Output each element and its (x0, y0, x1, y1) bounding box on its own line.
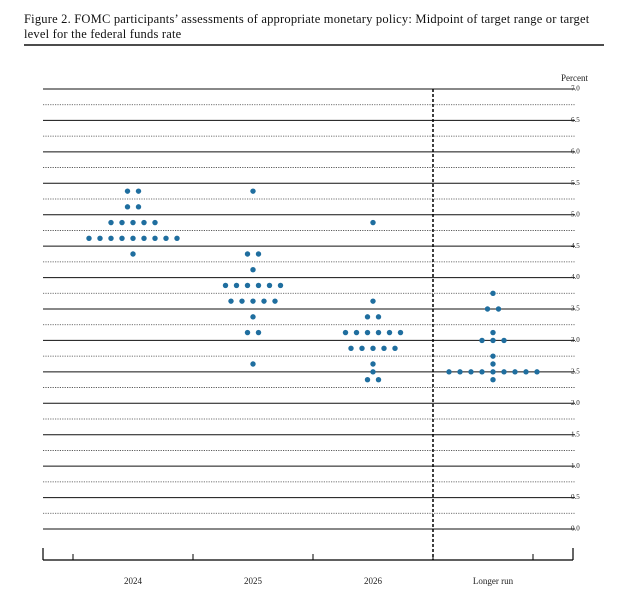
dot (86, 235, 92, 241)
y-tick-label: 7.0 (571, 85, 580, 93)
dot (348, 345, 354, 351)
y-tick-label: 3.5 (571, 305, 580, 313)
dot (534, 369, 540, 375)
dot (501, 369, 507, 375)
dot (233, 282, 240, 289)
dot (228, 298, 234, 304)
dot (124, 188, 131, 194)
dot (255, 282, 262, 289)
dot (353, 329, 360, 336)
dot (261, 298, 267, 304)
dot (250, 298, 256, 304)
y-tick-label: 1.5 (571, 430, 580, 438)
dot (130, 235, 136, 241)
dot (174, 235, 180, 241)
dot (397, 329, 404, 336)
dot (239, 298, 245, 304)
y-tick-label: 6.0 (571, 147, 580, 155)
dot (495, 306, 502, 312)
dot (108, 219, 114, 226)
dot (152, 235, 158, 241)
y-tick-label: 5.0 (571, 210, 580, 218)
dot (119, 235, 125, 241)
dot (135, 188, 142, 194)
dot (255, 329, 262, 336)
dot (468, 369, 474, 375)
dot (490, 290, 496, 296)
y-axis-label: Percent (561, 73, 588, 83)
dot (375, 314, 382, 320)
dot (135, 204, 142, 210)
dot (364, 329, 371, 336)
y-tick-label: 2.0 (571, 399, 580, 407)
dot (250, 267, 256, 273)
dot (392, 345, 398, 351)
dot (272, 298, 278, 304)
dot (255, 251, 262, 257)
dot (484, 306, 491, 312)
dot (364, 377, 371, 383)
y-tick-label: 6.5 (571, 116, 580, 124)
dot (381, 345, 387, 351)
dot (244, 282, 251, 289)
dot (266, 282, 273, 289)
dot (490, 377, 496, 383)
dot (130, 219, 136, 226)
dot (124, 204, 131, 210)
y-tick-label: 4.0 (571, 273, 580, 281)
dot (141, 235, 147, 241)
dot (370, 345, 376, 351)
dot (370, 298, 376, 304)
dot (479, 369, 485, 375)
dot (490, 361, 496, 367)
y-tick-label: 4.5 (571, 242, 580, 250)
y-tick-label: 2.5 (571, 367, 580, 375)
dot (277, 282, 284, 289)
y-tick-label: 0.0 (571, 525, 580, 533)
x-tick-label: Longer run (473, 576, 514, 586)
dot (370, 219, 376, 226)
x-tick-label: 2026 (364, 576, 383, 586)
dot (97, 235, 103, 241)
dot (250, 314, 256, 320)
dot (375, 329, 382, 336)
dot (446, 369, 452, 375)
dot (244, 329, 251, 336)
y-tick-label: 0.5 (571, 493, 580, 501)
dot (119, 219, 125, 226)
dot (479, 337, 485, 344)
dot (364, 314, 371, 320)
x-tick-label: 2025 (244, 576, 263, 586)
dot (490, 329, 496, 336)
dot (130, 251, 136, 257)
chart-title: Figure 2. FOMC participants’ assessments… (24, 12, 590, 41)
dot (490, 337, 496, 344)
dot (342, 329, 349, 336)
dot (490, 369, 496, 375)
dot (501, 337, 507, 344)
dot (375, 377, 382, 383)
dot (250, 361, 256, 367)
dot (386, 329, 393, 336)
dot (141, 219, 147, 226)
dot (370, 369, 376, 375)
dot (359, 345, 365, 351)
y-tick-label: 1.0 (571, 462, 580, 470)
dot (370, 361, 376, 367)
y-tick-label: 3.0 (571, 336, 580, 344)
dot (152, 219, 158, 226)
y-tick-label: 5.5 (571, 179, 580, 187)
dot (222, 282, 229, 289)
dot (523, 369, 529, 375)
dot (490, 353, 496, 359)
dot (457, 369, 463, 375)
dot (512, 369, 518, 375)
dot (108, 235, 114, 241)
x-tick-label: 2024 (124, 576, 143, 586)
dot (250, 188, 256, 194)
dot (163, 235, 169, 241)
dot (244, 251, 251, 257)
